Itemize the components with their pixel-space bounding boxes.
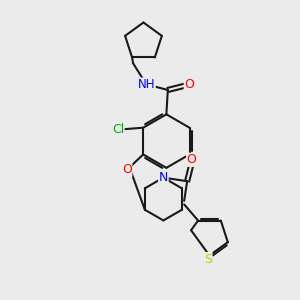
Text: O: O [187, 153, 196, 166]
Text: S: S [204, 253, 212, 266]
Text: O: O [122, 164, 132, 176]
Text: N: N [159, 171, 168, 184]
Text: Cl: Cl [112, 123, 124, 136]
Text: O: O [184, 78, 194, 91]
Text: NH: NH [138, 78, 155, 91]
